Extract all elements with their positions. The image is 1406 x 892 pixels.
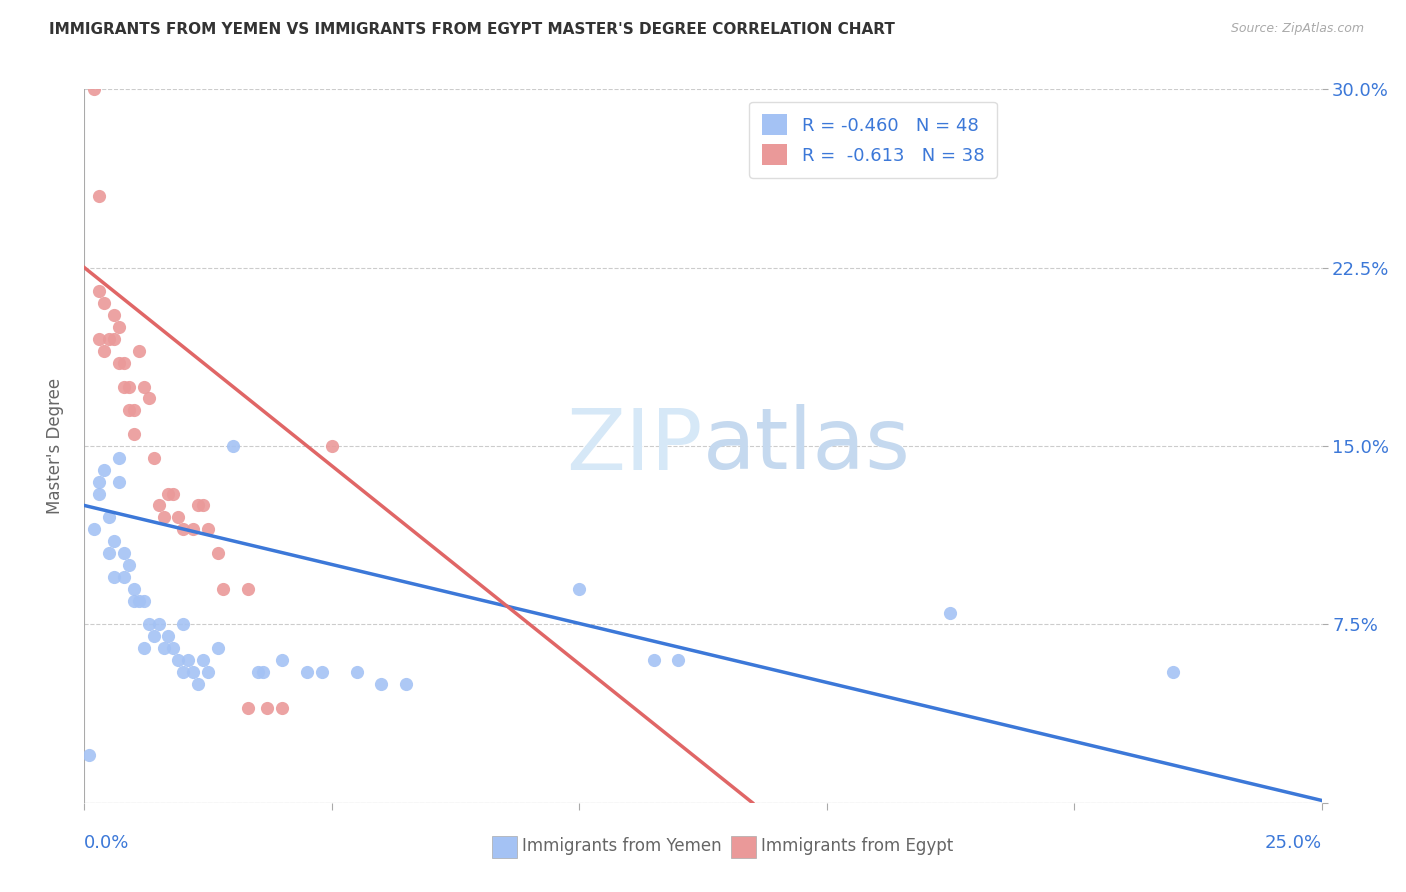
Point xyxy=(172,617,194,632)
Point xyxy=(108,356,131,370)
Point xyxy=(128,343,150,358)
Point xyxy=(93,463,115,477)
Point xyxy=(197,665,219,679)
Text: 0.0%: 0.0% xyxy=(84,834,129,852)
Point xyxy=(152,641,174,656)
Point xyxy=(98,510,121,524)
Point xyxy=(89,285,111,299)
Point xyxy=(197,522,219,536)
Point xyxy=(271,700,294,714)
Point xyxy=(132,593,155,607)
Text: 25.0%: 25.0% xyxy=(1264,834,1322,852)
Point xyxy=(122,427,145,442)
Point xyxy=(89,486,111,500)
Point xyxy=(939,606,962,620)
Point xyxy=(128,593,150,607)
Point xyxy=(162,641,184,656)
Point xyxy=(103,570,125,584)
Point xyxy=(93,343,115,358)
Text: ZIP: ZIP xyxy=(567,404,703,488)
Point xyxy=(395,677,418,691)
Point xyxy=(157,486,180,500)
Point xyxy=(666,653,689,667)
Point xyxy=(191,499,214,513)
Point xyxy=(122,403,145,417)
Point xyxy=(157,629,180,643)
Point xyxy=(98,332,121,346)
Y-axis label: Master's Degree: Master's Degree xyxy=(45,378,63,514)
Point xyxy=(246,665,269,679)
Point xyxy=(132,641,155,656)
Point xyxy=(108,450,131,465)
Text: Source: ZipAtlas.com: Source: ZipAtlas.com xyxy=(1230,22,1364,36)
Point xyxy=(172,522,194,536)
Point xyxy=(118,379,141,393)
Point xyxy=(207,641,229,656)
Point xyxy=(187,677,209,691)
Point xyxy=(271,653,294,667)
Point xyxy=(98,546,121,560)
Point xyxy=(138,617,160,632)
Point xyxy=(108,475,131,489)
Point xyxy=(236,582,259,596)
Text: Immigrants from Egypt: Immigrants from Egypt xyxy=(761,837,953,855)
Point xyxy=(89,475,111,489)
Point xyxy=(643,653,665,667)
Point xyxy=(191,653,214,667)
Point xyxy=(112,570,135,584)
Point xyxy=(83,522,105,536)
Point xyxy=(568,582,591,596)
Point xyxy=(187,499,209,513)
Point xyxy=(167,510,190,524)
Point xyxy=(167,653,190,667)
Point xyxy=(252,665,274,679)
Point xyxy=(256,700,278,714)
Point xyxy=(321,439,343,453)
Text: atlas: atlas xyxy=(703,404,911,488)
Point xyxy=(212,582,235,596)
Point xyxy=(295,665,318,679)
Point xyxy=(152,510,174,524)
Point xyxy=(132,379,155,393)
Point xyxy=(177,653,200,667)
Point xyxy=(370,677,392,691)
Point xyxy=(142,450,165,465)
Point xyxy=(311,665,333,679)
Point xyxy=(112,356,135,370)
Point xyxy=(112,546,135,560)
Point xyxy=(207,546,229,560)
Point xyxy=(103,534,125,549)
Point xyxy=(103,308,125,322)
Legend: R = -0.460   N = 48, R =  -0.613   N = 38: R = -0.460 N = 48, R = -0.613 N = 38 xyxy=(749,102,997,178)
Point xyxy=(138,392,160,406)
Point xyxy=(1161,665,1184,679)
Point xyxy=(122,582,145,596)
Point xyxy=(89,332,111,346)
Point xyxy=(172,665,194,679)
Point xyxy=(108,320,131,334)
Point xyxy=(181,522,204,536)
Text: IMMIGRANTS FROM YEMEN VS IMMIGRANTS FROM EGYPT MASTER'S DEGREE CORRELATION CHART: IMMIGRANTS FROM YEMEN VS IMMIGRANTS FROM… xyxy=(49,22,896,37)
Point xyxy=(222,439,245,453)
Point xyxy=(181,665,204,679)
Point xyxy=(89,189,111,203)
Point xyxy=(122,593,145,607)
Point xyxy=(112,379,135,393)
Point xyxy=(103,332,125,346)
Point xyxy=(142,629,165,643)
Point xyxy=(148,499,170,513)
Point xyxy=(236,700,259,714)
Point xyxy=(83,82,105,96)
Point xyxy=(346,665,368,679)
Text: Immigrants from Yemen: Immigrants from Yemen xyxy=(522,837,721,855)
Point xyxy=(118,558,141,572)
Point xyxy=(79,748,101,763)
Point xyxy=(148,617,170,632)
Point xyxy=(162,486,184,500)
Point xyxy=(93,296,115,310)
Point xyxy=(118,403,141,417)
